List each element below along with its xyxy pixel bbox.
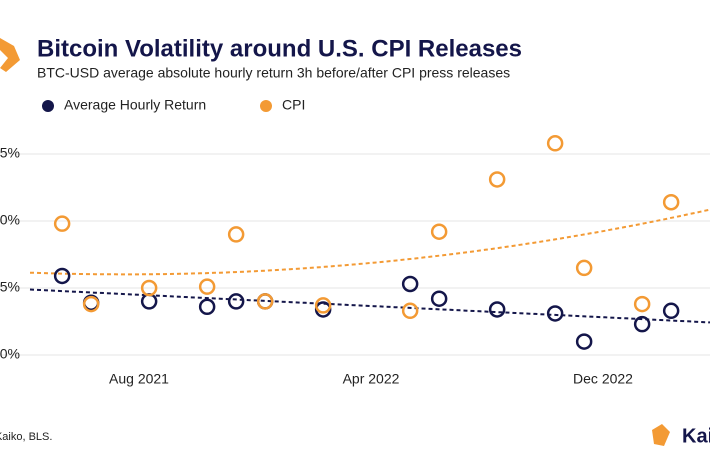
point bbox=[633, 315, 651, 333]
legend-marker bbox=[42, 100, 54, 112]
point bbox=[430, 290, 448, 307]
x-tick-label: Aug 2021 bbox=[109, 371, 169, 387]
brand: Kaiko bbox=[682, 425, 710, 447]
source: Source: Kaiko, BLS. bbox=[0, 431, 52, 443]
y-tick-label: 1.5% bbox=[0, 145, 20, 161]
point bbox=[227, 226, 245, 243]
point bbox=[227, 293, 245, 310]
legend-label: CPI bbox=[282, 97, 305, 113]
point bbox=[140, 293, 158, 310]
point bbox=[82, 295, 100, 313]
brand-logo bbox=[652, 424, 670, 446]
point bbox=[430, 223, 448, 240]
point bbox=[401, 275, 419, 293]
point bbox=[256, 293, 274, 310]
y-tick-label: 1.0% bbox=[0, 212, 20, 228]
y-tick-label: 0.0% bbox=[0, 346, 20, 362]
point bbox=[546, 305, 564, 322]
trend-line bbox=[29, 208, 710, 276]
point bbox=[488, 301, 506, 318]
point bbox=[575, 333, 593, 350]
point bbox=[546, 135, 564, 152]
chart-title: Bitcoin Volatility around U.S. CPI Relea… bbox=[37, 35, 522, 62]
point bbox=[53, 215, 71, 232]
point bbox=[488, 171, 506, 188]
x-tick-label: Dec 2022 bbox=[573, 371, 633, 387]
x-tick-label: Apr 2022 bbox=[343, 371, 400, 387]
point bbox=[314, 297, 332, 314]
legend-marker bbox=[260, 100, 272, 112]
point bbox=[662, 302, 680, 320]
point bbox=[53, 267, 71, 285]
point bbox=[401, 302, 419, 320]
point bbox=[198, 298, 216, 316]
y-tick-label: 0.5% bbox=[0, 279, 20, 295]
point bbox=[633, 295, 651, 313]
point bbox=[662, 193, 680, 211]
trend-line bbox=[29, 288, 710, 324]
legend-label: Average Hourly Return bbox=[64, 97, 206, 113]
point bbox=[575, 259, 593, 277]
logo bbox=[0, 38, 20, 72]
chart-subtitle: BTC-USD average absolute hourly return 3… bbox=[37, 65, 510, 81]
point bbox=[198, 278, 216, 295]
point bbox=[140, 279, 158, 297]
